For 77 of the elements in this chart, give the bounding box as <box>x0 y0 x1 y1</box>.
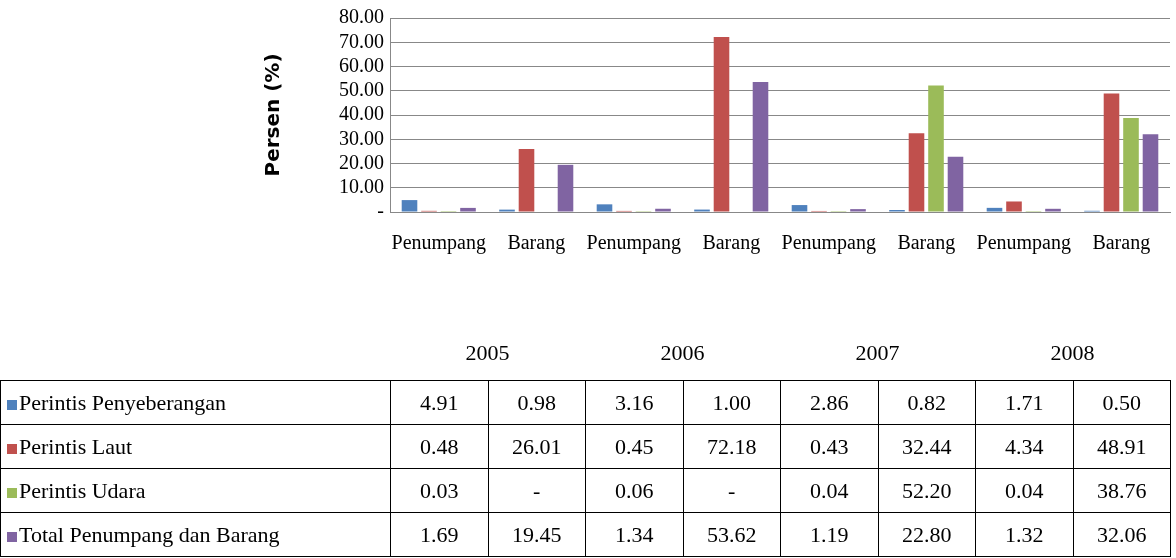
bar <box>908 133 925 212</box>
y-tick-label: 10.00 <box>339 175 384 197</box>
bar <box>928 85 944 212</box>
legend-label: Total Penumpang dan Barang <box>0 512 391 557</box>
data-label: 0.45 <box>585 424 683 469</box>
data-label: 2.86 <box>780 380 878 425</box>
bar <box>655 208 671 212</box>
text: - <box>728 477 736 503</box>
y-tick-label: 60.00 <box>339 53 384 76</box>
bar <box>713 36 730 212</box>
data-label: 0.03 <box>390 468 488 513</box>
y-tick-label: 80.00 <box>339 5 384 28</box>
text: 2007 <box>855 339 900 365</box>
data-label: 4.91 <box>390 380 488 425</box>
data-label: 32.06 <box>1073 512 1171 557</box>
y-tick-label: 40.00 <box>339 102 384 125</box>
data-label: 4.34 <box>975 424 1073 469</box>
x-tick-label: Barang <box>1092 231 1151 255</box>
data-label: 0.48 <box>390 424 488 469</box>
data-label: 0.82 <box>878 380 976 425</box>
data-label: 52.20 <box>878 468 976 513</box>
text: 2006 <box>660 339 705 365</box>
data-label: 32.44 <box>878 424 976 469</box>
data-label: 0.04 <box>780 468 878 513</box>
data-label: 0.43 <box>780 424 878 469</box>
bar <box>986 207 1003 212</box>
x-tick-label: Penumpang <box>586 231 681 255</box>
legend-label: Perintis Laut <box>0 424 391 469</box>
text: 2008 <box>1050 339 1095 365</box>
bar <box>596 204 613 212</box>
bar <box>947 156 964 212</box>
bar <box>1045 208 1061 212</box>
data-label: 48.91 <box>1073 424 1171 469</box>
bar <box>791 205 808 212</box>
data-label: 1.00 <box>683 380 781 425</box>
bar <box>752 81 769 212</box>
data-label: 0.50 <box>1073 380 1171 425</box>
bar <box>1142 134 1159 212</box>
data-label: 0.04 <box>975 468 1073 513</box>
y-tick-label: 50.00 <box>339 78 384 100</box>
data-label: 19.45 <box>488 512 586 557</box>
data-label: 38.76 <box>1073 468 1171 513</box>
y-axis-title: Persen (%) <box>260 53 285 177</box>
data-label: 53.62 <box>683 512 781 557</box>
bar <box>1123 118 1139 212</box>
data-label: 1.32 <box>975 512 1073 557</box>
x-tick-label: Barang <box>897 231 956 255</box>
data-label: 0.98 <box>488 380 586 425</box>
x-tick-label: Penumpang <box>976 231 1071 255</box>
data-label: 72.18 <box>683 424 781 469</box>
x-tick-label: Barang <box>507 231 566 255</box>
data-label: 1.71 <box>975 380 1073 425</box>
bar <box>1006 201 1022 212</box>
data-label: 1.19 <box>780 512 878 557</box>
y-tick-label: 30.00 <box>339 126 384 149</box>
data-label: 0.06 <box>585 468 683 513</box>
x-tick-label: Penumpang <box>391 231 486 255</box>
legend-label: Perintis Udara <box>0 468 391 513</box>
bar <box>850 209 866 212</box>
data-label: 3.16 <box>585 380 683 425</box>
y-tick-label: - <box>377 199 384 222</box>
bar <box>518 148 535 212</box>
text: - <box>533 477 541 503</box>
data-label: 22.80 <box>878 512 976 557</box>
data-label: 26.01 <box>488 424 586 469</box>
text: 2005 <box>465 339 510 365</box>
data-label: 1.34 <box>585 512 683 557</box>
data-label: 1.69 <box>390 512 488 557</box>
bar <box>1103 93 1120 212</box>
x-tick-label: Penumpang <box>781 231 876 255</box>
bar <box>460 207 476 212</box>
bar <box>401 200 418 212</box>
legend-label: Perintis Penyeberangan <box>0 380 391 425</box>
x-tick-label: Barang <box>702 231 761 255</box>
y-tick-label: 70.00 <box>339 29 384 52</box>
y-tick-label: 20.00 <box>339 150 384 173</box>
bar <box>557 164 574 212</box>
